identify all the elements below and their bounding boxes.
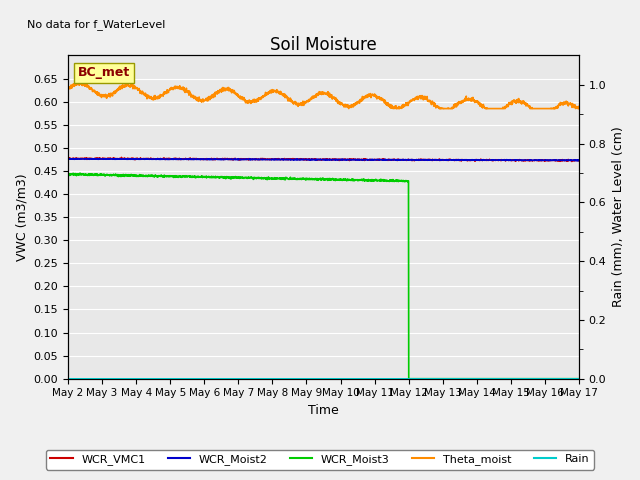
Y-axis label: VWC (m3/m3): VWC (m3/m3): [15, 173, 28, 261]
WCR_Moist2: [64, 156, 72, 162]
WCR_Moist3: [561, 376, 568, 382]
WCR_VMC1: [467, 157, 474, 163]
Rain: [467, 376, 474, 382]
Theta_moist: [75, 78, 83, 84]
Rain: [560, 376, 568, 382]
Rain: [90, 376, 98, 382]
Line: WCR_Moist3: WCR_Moist3: [68, 173, 579, 379]
Theta_moist: [90, 88, 98, 94]
WCR_Moist2: [73, 156, 81, 161]
WCR_Moist2: [90, 156, 98, 162]
WCR_Moist2: [561, 157, 568, 163]
WCR_VMC1: [90, 156, 98, 162]
Theta_moist: [313, 93, 321, 98]
Text: No data for f_WaterLevel: No data for f_WaterLevel: [27, 19, 166, 30]
Theta_moist: [561, 101, 568, 107]
Line: Theta_moist: Theta_moist: [68, 81, 579, 108]
WCR_VMC1: [118, 155, 125, 160]
Theta_moist: [575, 105, 583, 110]
WCR_VMC1: [560, 158, 568, 164]
WCR_Moist2: [313, 156, 321, 162]
WCR_Moist2: [575, 157, 583, 163]
WCR_VMC1: [575, 158, 583, 164]
Rain: [560, 376, 568, 382]
WCR_Moist3: [64, 172, 72, 178]
WCR_VMC1: [300, 156, 307, 162]
X-axis label: Time: Time: [308, 404, 339, 417]
Theta_moist: [64, 85, 72, 91]
Rain: [312, 376, 320, 382]
WCR_Moist3: [300, 175, 307, 181]
Theta_moist: [467, 97, 475, 103]
Rain: [575, 376, 583, 382]
Rain: [299, 376, 307, 382]
Theta_moist: [300, 100, 307, 106]
WCR_Moist3: [90, 171, 98, 177]
Theta_moist: [389, 106, 397, 111]
WCR_VMC1: [568, 159, 575, 165]
WCR_Moist3: [575, 376, 583, 382]
WCR_Moist3: [467, 376, 475, 382]
Line: WCR_VMC1: WCR_VMC1: [68, 157, 579, 162]
WCR_Moist3: [561, 376, 568, 382]
WCR_Moist3: [76, 170, 84, 176]
Text: BC_met: BC_met: [78, 67, 131, 80]
Rain: [64, 376, 72, 382]
WCR_Moist2: [560, 157, 568, 163]
WCR_VMC1: [64, 156, 72, 161]
Theta_moist: [561, 101, 568, 107]
WCR_Moist2: [467, 157, 474, 163]
WCR_Moist2: [561, 158, 568, 164]
Line: WCR_Moist2: WCR_Moist2: [68, 158, 579, 161]
WCR_Moist2: [300, 157, 307, 163]
Title: Soil Moisture: Soil Moisture: [270, 36, 377, 54]
WCR_Moist3: [405, 376, 413, 382]
WCR_VMC1: [561, 157, 568, 163]
Legend: WCR_VMC1, WCR_Moist2, WCR_Moist3, Theta_moist, Rain: WCR_VMC1, WCR_Moist2, WCR_Moist3, Theta_…: [46, 450, 594, 469]
WCR_Moist3: [313, 177, 321, 183]
Y-axis label: Rain (mm), Water Level (cm): Rain (mm), Water Level (cm): [612, 127, 625, 308]
WCR_VMC1: [313, 157, 321, 163]
